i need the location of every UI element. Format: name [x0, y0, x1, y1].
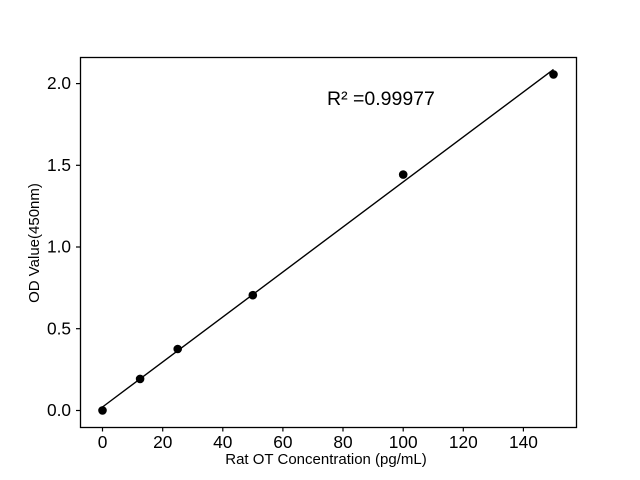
svg-text:20: 20: [153, 432, 172, 452]
svg-text:60: 60: [273, 432, 292, 452]
svg-text:140: 140: [509, 432, 538, 452]
svg-text:R² =0.99977: R² =0.99977: [327, 88, 435, 110]
svg-text:0.0: 0.0: [47, 400, 71, 420]
svg-text:120: 120: [449, 432, 478, 452]
svg-text:100: 100: [389, 432, 418, 452]
svg-text:Rat OT Concentration (pg/mL): Rat OT Concentration (pg/mL): [225, 451, 426, 468]
svg-text:1.0: 1.0: [47, 237, 71, 257]
svg-text:0: 0: [98, 432, 108, 452]
svg-text:80: 80: [333, 432, 352, 452]
svg-text:40: 40: [213, 432, 232, 452]
svg-text:OD Value(450nm): OD Value(450nm): [26, 183, 43, 303]
svg-text:2.0: 2.0: [47, 73, 71, 93]
svg-text:1.5: 1.5: [47, 155, 71, 175]
svg-text:0.5: 0.5: [47, 318, 71, 338]
